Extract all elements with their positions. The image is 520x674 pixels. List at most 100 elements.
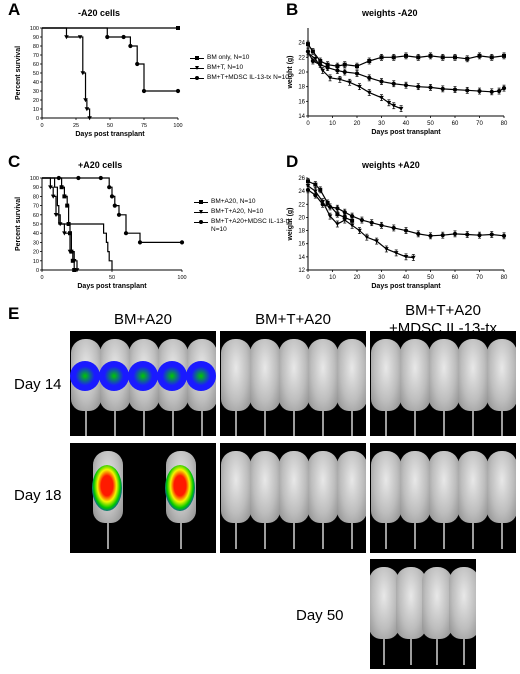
y-axis-label: Percent survival [15,197,22,251]
y-tick-label: 0 [36,268,39,274]
data-point [428,233,433,238]
chart-panel-a: 0 10 20 30 40 50 60 70 80 90 100 0 25 50 75 100 Days pos… [15,26,183,138]
y-tick-label: 80 [33,194,39,200]
x-tick-label: 50 [427,275,434,281]
y-tick-label: 60 [33,213,39,219]
series-bm-t-mdsc-il-13-tx-n-10 [42,27,181,94]
mouse [308,451,339,523]
mouse [395,567,426,639]
mouse-tail [113,411,116,436]
legend-swatch [190,64,204,72]
data-point [318,59,323,63]
series-0 [306,40,506,70]
series-bm-t-a20 [42,177,80,273]
data-point [379,95,384,100]
legend-entry: BM+T+A20, N=10 [194,208,294,216]
y-tick-label: 22 [298,202,305,208]
y-tick-label: 20 [298,215,305,221]
luminescence-signal [186,361,216,391]
bioluminescence-image-mdsc-day50 [370,559,476,669]
x-tick-label: 10 [329,275,336,281]
x-tick-label: 20 [354,275,361,281]
x-axis-label: Days post transplant [77,283,147,290]
data-point [306,179,310,184]
y-tick-label: 60 [33,62,39,68]
data-point [465,56,470,61]
luminescence-signal [164,465,195,511]
data-point [354,71,360,76]
mouse [422,567,453,639]
data-point [398,106,404,111]
legend-label: BM+A20, N=10 [211,198,256,205]
group-label-bm-t-a20: BM+T+A20 [255,311,331,328]
chart-panel-c: 0 10 20 30 40 50 60 70 80 90 100 0 50 100 Days post tr… [15,175,187,290]
y-tick-label: 0 [36,116,39,122]
data-point [497,88,502,94]
data-point [175,88,181,94]
data-point [386,101,392,106]
data-point [56,175,61,181]
legend-marker [199,210,203,214]
mouse-tail [409,639,412,665]
x-tick-label: 25 [73,123,79,129]
bioluminescence-image-bm-t-a20-day14 [220,331,366,436]
data-point [453,55,457,60]
panel-letter-a: A [8,0,21,19]
series-2 [305,49,404,113]
data-point [325,200,330,205]
legend-label: BM+T, N=10 [207,64,244,71]
mouse-tail [172,411,175,436]
x-tick-label: 0 [306,275,310,281]
mouse-tail [501,411,504,436]
x-tick-label: 30 [378,121,385,127]
data-point [313,189,318,194]
y-tick-label: 24 [298,41,305,47]
x-axis-label: Days post transplant [371,129,441,136]
y-tick-label: 70 [33,204,39,210]
data-point [342,218,348,223]
series-bm-a20 [42,177,77,272]
data-point [64,35,69,40]
data-point [335,68,340,73]
legend-label: BM+T+MDSC IL-13-tx N=10 [207,74,289,81]
y-tick-label: 14 [298,255,305,261]
mouse [249,451,280,523]
data-point [489,55,494,60]
legend-entry: BM+T+MDSC IL-13-tx N=10 [190,74,290,82]
day-label-50: Day 50 [296,607,344,624]
mouse [399,339,430,411]
data-point [306,42,310,47]
mouse [458,451,489,523]
data-point [379,55,384,60]
data-point [320,202,325,207]
data-point [428,85,433,90]
data-point [83,98,88,103]
series-1 [305,48,507,96]
legend-swatch [194,218,208,226]
mouse-tail [472,411,475,436]
data-point [76,175,81,181]
mouse-tail [106,523,109,549]
series-3 [42,177,113,270]
data-point [403,255,409,260]
data-point [74,268,80,273]
data-point [452,231,458,236]
y-tick-label: 20 [33,98,39,104]
panel-a-title: -A20 cells [78,8,121,18]
chart-panel-d: 12 14 16 18 20 22 24 26 0 10 20 30 40 50 60 70 80 Days po… [287,176,508,290]
y-tick-label: 12 [298,268,305,274]
data-point [369,220,374,225]
data-point [123,231,129,236]
y-tick-label: 10 [33,259,39,265]
data-point [428,53,433,58]
data-point [393,251,399,256]
data-point [71,259,77,264]
x-axis-label: Days post transplant [371,283,441,290]
data-point [128,43,133,49]
data-point [411,255,416,260]
legend-entry: BM+T+A20+MDSC IL-13-tx, N=10 [194,218,294,234]
y-tick-label: 16 [298,242,305,248]
mouse-tail [234,411,237,436]
data-point [364,235,370,240]
legend-marker [199,200,203,204]
